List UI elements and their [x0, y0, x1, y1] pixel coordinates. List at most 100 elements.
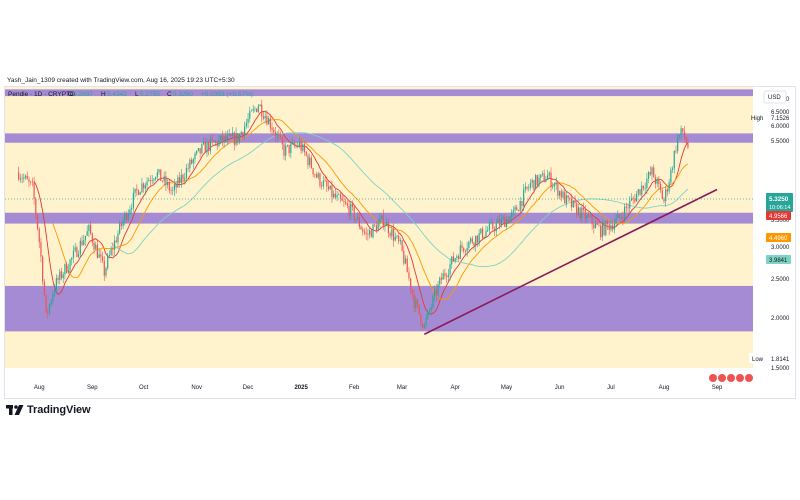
candle-body [57, 278, 59, 280]
time-tick-label: Sep [712, 385, 723, 391]
candle-body [213, 140, 215, 143]
candle-body [266, 116, 268, 125]
candle-body [108, 254, 111, 257]
candle-body [45, 295, 47, 313]
candle-body [552, 186, 554, 188]
candle-body [79, 240, 81, 255]
candle-body [504, 217, 506, 227]
candle-body [680, 128, 682, 136]
ma-short-value: 4.9566 [769, 214, 788, 220]
candle-body [370, 230, 372, 238]
candle-body [264, 116, 266, 119]
candle-body [40, 242, 42, 257]
support-trendline [424, 188, 718, 335]
tradingview-logo-icon [6, 404, 24, 415]
candle-body [122, 220, 124, 226]
candle-body [21, 178, 23, 179]
candle-body [163, 176, 165, 182]
candle-body [177, 177, 179, 188]
zones-layer [5, 89, 753, 332]
candle-body [226, 134, 229, 141]
candle-body [155, 177, 157, 180]
candle-body [673, 150, 675, 169]
resistance-support-zone [5, 212, 753, 224]
candle-body [357, 217, 359, 220]
chart-frame[interactable]: Pendle · 1D · CRYPTO O 5.2897 H 5.4342 L… [4, 86, 796, 399]
event-flag-icon [736, 374, 744, 382]
candle-body [158, 169, 160, 173]
candle-body [634, 198, 636, 202]
candle-body [505, 218, 508, 227]
candle-body [569, 197, 571, 199]
candle-body [606, 220, 609, 225]
price-tick-label: 5.5000 [771, 139, 790, 145]
candle-body [521, 200, 523, 206]
event-flag-icon [745, 374, 753, 382]
candle-body [463, 247, 465, 251]
low-tag: Low [752, 357, 764, 363]
time-axis: Aug Sep Oct Nov Dec 2025 Feb Mar Apr May Jun Jul Aug… [34, 385, 723, 391]
candle-body [196, 150, 198, 154]
tradingview-logo[interactable]: TradingView [6, 404, 91, 416]
candle-body [144, 185, 146, 189]
candle-body [372, 224, 374, 238]
candle-body [511, 212, 513, 217]
candle-body [103, 260, 105, 276]
candle-body [71, 257, 73, 260]
candle-body [101, 256, 104, 261]
candle-body [641, 185, 643, 195]
candle-body [422, 323, 424, 328]
candle-body [663, 198, 665, 202]
candle-body [577, 207, 580, 215]
price-chart[interactable]: Pendle · 1D · CRYPTO O 5.2897 H 5.4342 L… [5, 87, 795, 398]
candle-body [173, 184, 176, 191]
candle-body [384, 225, 386, 227]
candle-body [202, 141, 205, 145]
candle-body [449, 264, 451, 275]
candle-body [285, 145, 287, 156]
candle-body [33, 182, 35, 199]
candle-body [290, 143, 292, 154]
candle-body [220, 135, 222, 140]
candle-body [35, 198, 37, 215]
event-flag-icon [718, 374, 726, 382]
candle-body [430, 307, 432, 311]
candle-body [666, 189, 669, 192]
candle-body [136, 188, 138, 191]
candle-body [302, 144, 304, 151]
candle-body [156, 172, 158, 178]
candle-body [593, 224, 595, 229]
candle-body [582, 207, 585, 210]
candle-body [249, 111, 251, 119]
candle-body [647, 172, 650, 179]
candle-body [350, 203, 352, 216]
candle-body [180, 174, 182, 184]
candle-body [478, 233, 480, 243]
candle-body [492, 222, 494, 229]
candle-body [473, 242, 475, 247]
candle-body [555, 182, 557, 185]
candle-body [379, 218, 381, 223]
candle-body [259, 104, 261, 107]
candle-body [333, 193, 335, 198]
candle-body [314, 174, 316, 175]
candle-body [42, 256, 44, 282]
candle-body [548, 172, 550, 176]
candle-body [69, 259, 71, 271]
candle-body [310, 157, 312, 169]
candle-body [223, 136, 225, 143]
candle-body [446, 275, 448, 277]
candle-body [307, 155, 309, 165]
candle-body [651, 167, 653, 175]
candle-body [190, 159, 193, 164]
candle-body [677, 136, 679, 152]
candle-body [567, 195, 569, 198]
candle-body [558, 191, 561, 196]
candle-body [394, 236, 396, 241]
candle-body [398, 235, 400, 242]
candle-body [48, 304, 51, 314]
countdown: 10:06:14 [769, 205, 790, 211]
candle-body [139, 192, 141, 195]
candle-body [117, 233, 119, 243]
candle-body [629, 200, 631, 209]
